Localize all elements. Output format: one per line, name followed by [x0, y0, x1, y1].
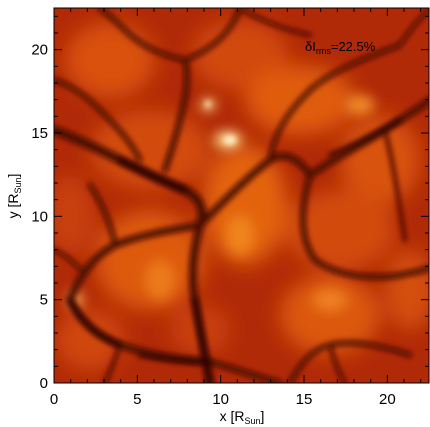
x-tick-label: 15 — [296, 391, 313, 408]
y-tick-label: 15 — [31, 125, 48, 142]
y-axis: 0 5 10 15 20 — [31, 15, 429, 392]
y-axis-title: y [RSun] — [5, 174, 23, 219]
intensity-map — [54, 8, 429, 383]
core-highlights — [205, 101, 236, 144]
x-axis-title: x [RSun] — [220, 408, 265, 426]
dark-lane-cores — [68, 118, 402, 383]
y-tick-label: 5 — [40, 292, 48, 309]
rms-annotation: δIrms=22.5% — [305, 39, 376, 56]
x-axis: 0 5 10 15 20 — [50, 8, 422, 408]
x-tick-label: 5 — [133, 391, 141, 408]
y-tick-label: 10 — [31, 208, 48, 225]
x-tick-label: 0 — [50, 391, 58, 408]
plot-frame — [53, 7, 430, 384]
x-tick-label: 20 — [379, 391, 396, 408]
y-tick-label: 0 — [40, 375, 48, 392]
x-tick-label: 10 — [212, 391, 229, 408]
y-tick-label: 20 — [31, 42, 48, 59]
